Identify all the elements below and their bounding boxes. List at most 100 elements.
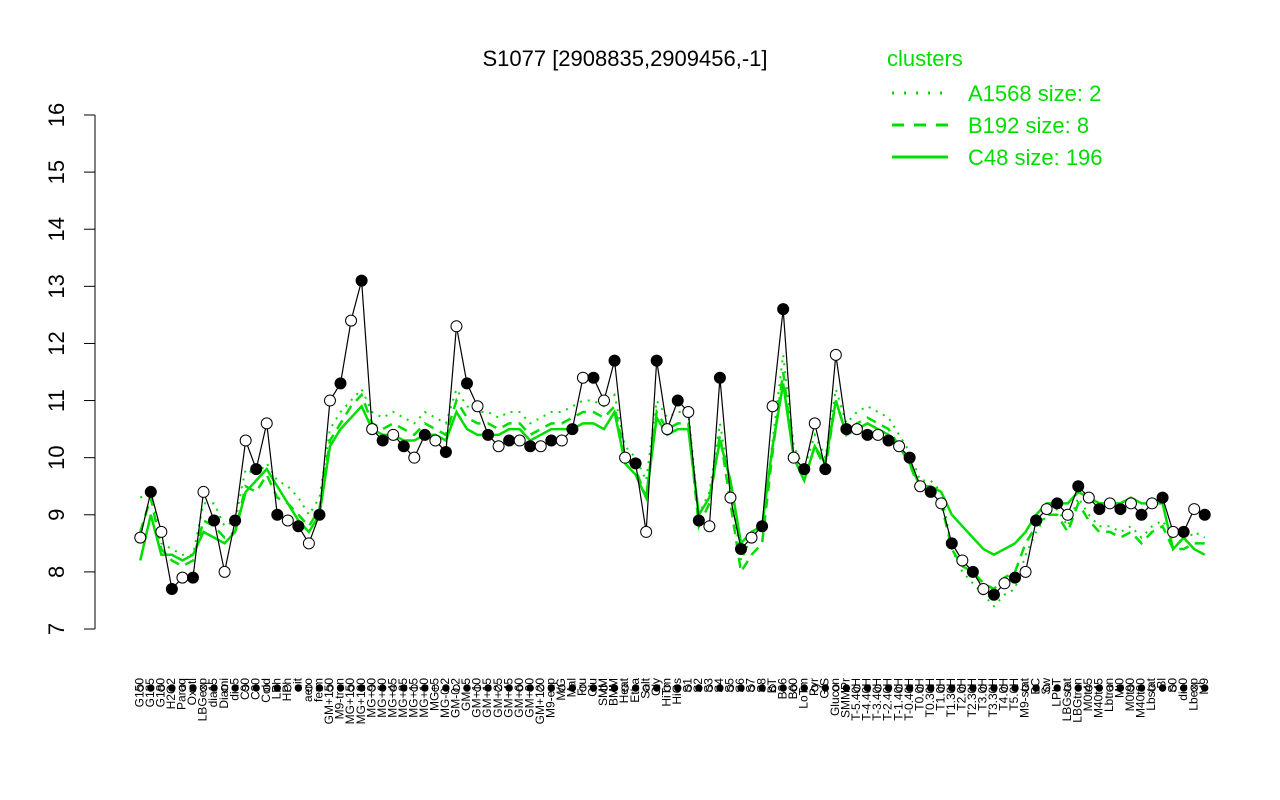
data-point: [345, 314, 358, 327]
x-rug-mark: [1169, 684, 1177, 692]
x-tick-label: H2O2: [164, 678, 178, 710]
x-tick-label: MG+120: [354, 678, 368, 725]
x-rug-mark: [811, 684, 819, 692]
data-point: [302, 537, 315, 550]
cluster-line-b192: [139, 371, 1205, 591]
x-tick-label: aero: [301, 678, 315, 702]
x-rug-mark: [1074, 684, 1082, 692]
x-rug-mark: [832, 684, 840, 692]
x-rug-mark: [1085, 684, 1093, 692]
x-rug-mark: [505, 684, 513, 692]
x-rug-mark: [326, 684, 334, 692]
data-point: [935, 497, 948, 510]
data-point: [703, 520, 716, 533]
data-point: [903, 451, 916, 464]
x-rug-mark: [937, 684, 945, 692]
data-point: [661, 423, 674, 436]
x-tick-label: Glucon: [828, 678, 842, 716]
x-rug-mark: [136, 684, 144, 692]
data-point: [513, 434, 526, 447]
data-point: [503, 434, 516, 447]
x-rug-mark: [863, 684, 872, 692]
x-tick-label: S8: [754, 678, 768, 693]
x-rug-mark: [452, 684, 461, 692]
x-tick-label: GM+45: [501, 678, 515, 718]
x-tick-label: Glu: [586, 678, 600, 697]
y-tick-label: 8: [44, 566, 69, 578]
x-rug-mark: [621, 684, 629, 692]
x-tick-label: M9-exp: [543, 678, 557, 718]
x-tick-label: GM+5: [459, 678, 473, 711]
data-point: [745, 531, 758, 544]
data-point: [323, 394, 336, 407]
x-rug-mark: [378, 684, 387, 692]
x-rug-mark: [990, 684, 998, 692]
x-tick-label: MG+90: [364, 678, 378, 718]
data-point: [893, 440, 906, 453]
y-tick-label: 10: [44, 445, 69, 469]
x-rug-mark: [421, 684, 429, 692]
data-point: [1198, 508, 1211, 521]
x-rug-mark: [1158, 684, 1167, 692]
expression-line: [139, 280, 1206, 596]
data-point: [829, 348, 842, 361]
data-point: [1188, 503, 1201, 516]
x-rug-mark: [252, 684, 260, 692]
x-rug-mark: [294, 684, 303, 692]
x-tick-label: MG+10: [417, 678, 431, 718]
data-point: [524, 440, 537, 453]
data-point: [387, 428, 400, 441]
data-point: [218, 565, 231, 578]
x-rug-mark: [389, 684, 397, 692]
data-point: [945, 537, 958, 550]
data-point: [429, 434, 442, 447]
x-rug-mark: [842, 684, 851, 692]
data-point: [418, 428, 431, 441]
data-point: [692, 514, 705, 527]
x-rug-mark: [589, 684, 598, 692]
data-point: [956, 554, 969, 567]
x-tick-label: Fru: [575, 678, 589, 696]
x-rug-mark: [663, 684, 671, 692]
x-rug-mark: [526, 684, 534, 692]
x-rug-mark: [927, 684, 935, 692]
y-tick-label: 14: [44, 217, 69, 241]
x-tick-label: Diami: [217, 678, 231, 709]
data-point: [671, 394, 684, 407]
x-tick-label: LBGstat: [1060, 677, 1074, 721]
x-rug-mark: [273, 684, 281, 692]
x-tick-label: T2.0H: [955, 678, 969, 711]
x-tick-label: M40t45: [1092, 678, 1106, 718]
x-rug-mark: [494, 684, 503, 692]
x-rug-mark: [263, 684, 271, 692]
data-point: [144, 485, 157, 498]
data-point: [682, 405, 695, 418]
data-point: [587, 371, 600, 384]
x-rug-mark: [1021, 684, 1030, 692]
x-tick-label: ferm: [312, 678, 326, 702]
legend-label-c48: C48 size: 196: [968, 145, 1103, 170]
x-rug-mark: [1032, 684, 1040, 692]
x-rug-mark: [1095, 684, 1104, 692]
x-rug-mark: [568, 684, 577, 692]
data-point: [640, 525, 653, 538]
data-point: [334, 377, 347, 390]
x-tick-label: T1.0H: [933, 678, 947, 711]
data-point: [1177, 525, 1190, 538]
data-point: [629, 457, 642, 470]
legend-label-a1568: A1568 size: 2: [968, 81, 1101, 106]
x-tick-label: SMMPr: [839, 678, 853, 718]
x-rug-mark: [747, 684, 756, 692]
x-tick-label: Salt: [638, 677, 652, 698]
x-rug-mark: [631, 684, 640, 692]
x-tick-label: C30: [248, 678, 262, 700]
x-rug-mark: [231, 684, 239, 692]
x-rug-mark: [1148, 684, 1156, 692]
data-point: [376, 434, 389, 447]
x-rug-mark: [790, 684, 798, 692]
x-tick-label: T-3.40H: [870, 678, 884, 721]
data-point: [756, 520, 769, 533]
data-points: [134, 274, 1211, 601]
data-point: [735, 543, 748, 556]
